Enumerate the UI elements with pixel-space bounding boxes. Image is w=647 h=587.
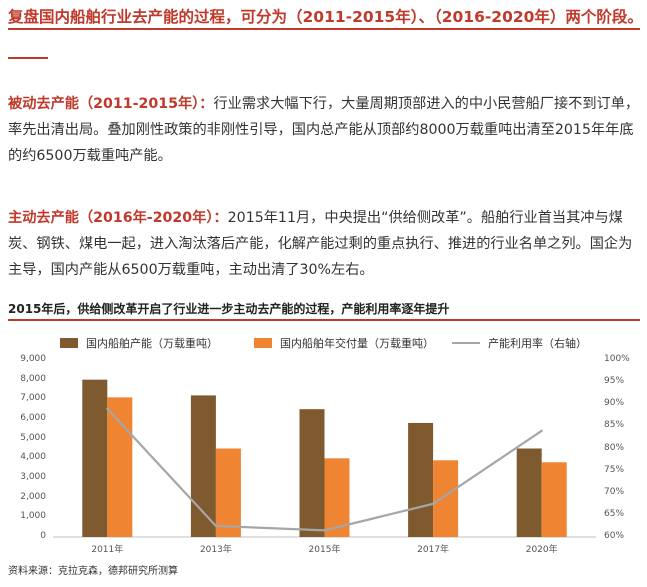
y-right-tick-label: 65% — [604, 508, 625, 519]
bar-capacity — [408, 422, 434, 537]
legend-item-utilization: 产能利用率（右轴） — [452, 335, 587, 351]
y-left-tick-label: 0 — [40, 531, 46, 541]
y-left-tick-label: 2,000 — [20, 491, 46, 502]
y-right-tick-label: 90% — [604, 398, 625, 409]
y-left-tick-label: 9,000 — [20, 354, 46, 364]
chart-area: 国内船舶产能（万载重吨） 国内船舶年交付量（万载重吨） 产能利用率（右轴） 0 1… — [8, 322, 640, 558]
bar-delivery — [215, 448, 241, 537]
y-right-tick-label: 85% — [604, 420, 625, 431]
bar-capacity — [190, 395, 216, 537]
legend-swatch-utilization — [452, 342, 480, 344]
paragraph-active-lead: 主动去产能（2016年-2020年）： — [8, 210, 228, 226]
legend-label-delivery: 国内船舶年交付量（万载重吨） — [280, 337, 434, 350]
y-left-tick-label: 6,000 — [20, 413, 46, 423]
y-left-tick-label: 4,000 — [20, 452, 46, 463]
chart-title-rule — [8, 319, 640, 321]
x-tick-label: 2017年 — [417, 545, 450, 555]
headline-underline — [8, 28, 640, 30]
paragraph-passive: 被动去产能（2011-2015年）：行业需求大幅下行，大量周期顶部进入的中小民营… — [8, 91, 644, 169]
chart-plot — [53, 379, 596, 538]
point-utilization — [323, 529, 326, 532]
y-right-tick-label: 100% — [604, 354, 630, 364]
y-right-tick-label: 80% — [604, 442, 625, 453]
y-left-tick-label: 1,000 — [20, 511, 46, 522]
bar-capacity — [516, 448, 542, 537]
legend-label-capacity: 国内船舶产能（万载重吨） — [86, 337, 218, 350]
bar-delivery — [324, 458, 350, 537]
y-left-tick-label: 3,000 — [20, 472, 46, 482]
chart-title: 2015年后，供给侧改革开启了行业进一步主动去产能的过程，产能利用率逐年提升 — [8, 302, 450, 316]
x-tick-label: 2011年 — [91, 545, 124, 555]
bar-capacity — [299, 409, 325, 537]
point-utilization — [106, 407, 109, 410]
paragraph-active-text: 2015年11月，中央提出“供给侧改革”。船舶行业首当其冲与煤炭、钢铁、煤电一起… — [8, 210, 633, 278]
y-right-tick-label: 95% — [604, 376, 625, 387]
source-note: 资料来源：克拉克森，德邦研究所测算 — [8, 566, 178, 577]
point-utilization — [214, 524, 218, 528]
legend-label-utilization: 产能利用率（右轴） — [488, 337, 587, 350]
point-utilization — [431, 502, 435, 506]
legend-item-capacity: 国内船舶产能（万载重吨） — [60, 335, 218, 351]
y-right-tick-label: 75% — [604, 464, 625, 475]
y-left-tick-label: 5,000 — [20, 432, 46, 443]
paragraph-active: 主动去产能（2016年-2020年）：2015年11月，中央提出“供给侧改革”。… — [8, 205, 644, 283]
headline: 复盘国内船舶行业去产能的过程，可分为（2011-2015年）、（2016-202… — [8, 8, 643, 26]
bar-delivery — [541, 462, 567, 537]
bar-delivery — [107, 397, 133, 537]
paragraph-passive-lead: 被动去产能（2011-2015年）： — [8, 96, 214, 112]
point-utilization — [540, 429, 543, 432]
paragraph-passive-text: 行业需求大幅下行，大量周期顶部进入的中小民营船厂接不到订单，率先出清出局。叠加刚… — [8, 96, 640, 164]
x-tick-label: 2015年 — [308, 545, 341, 555]
legend-item-delivery: 国内船舶年交付量（万载重吨） — [254, 335, 434, 351]
y-right-tick-label: 60% — [604, 531, 625, 541]
headline-underline-short — [8, 57, 48, 59]
legend-swatch-capacity — [60, 338, 78, 348]
x-tick-label: 2020年 — [525, 545, 558, 555]
y-left-tick-label: 7,000 — [20, 393, 46, 404]
bar-capacity — [82, 379, 108, 537]
legend-swatch-delivery — [254, 338, 272, 348]
y-right-tick-label: 70% — [604, 486, 625, 497]
y-left-tick-label: 8,000 — [20, 373, 46, 384]
x-tick-label: 2013年 — [199, 545, 232, 555]
bar-delivery — [433, 460, 459, 537]
